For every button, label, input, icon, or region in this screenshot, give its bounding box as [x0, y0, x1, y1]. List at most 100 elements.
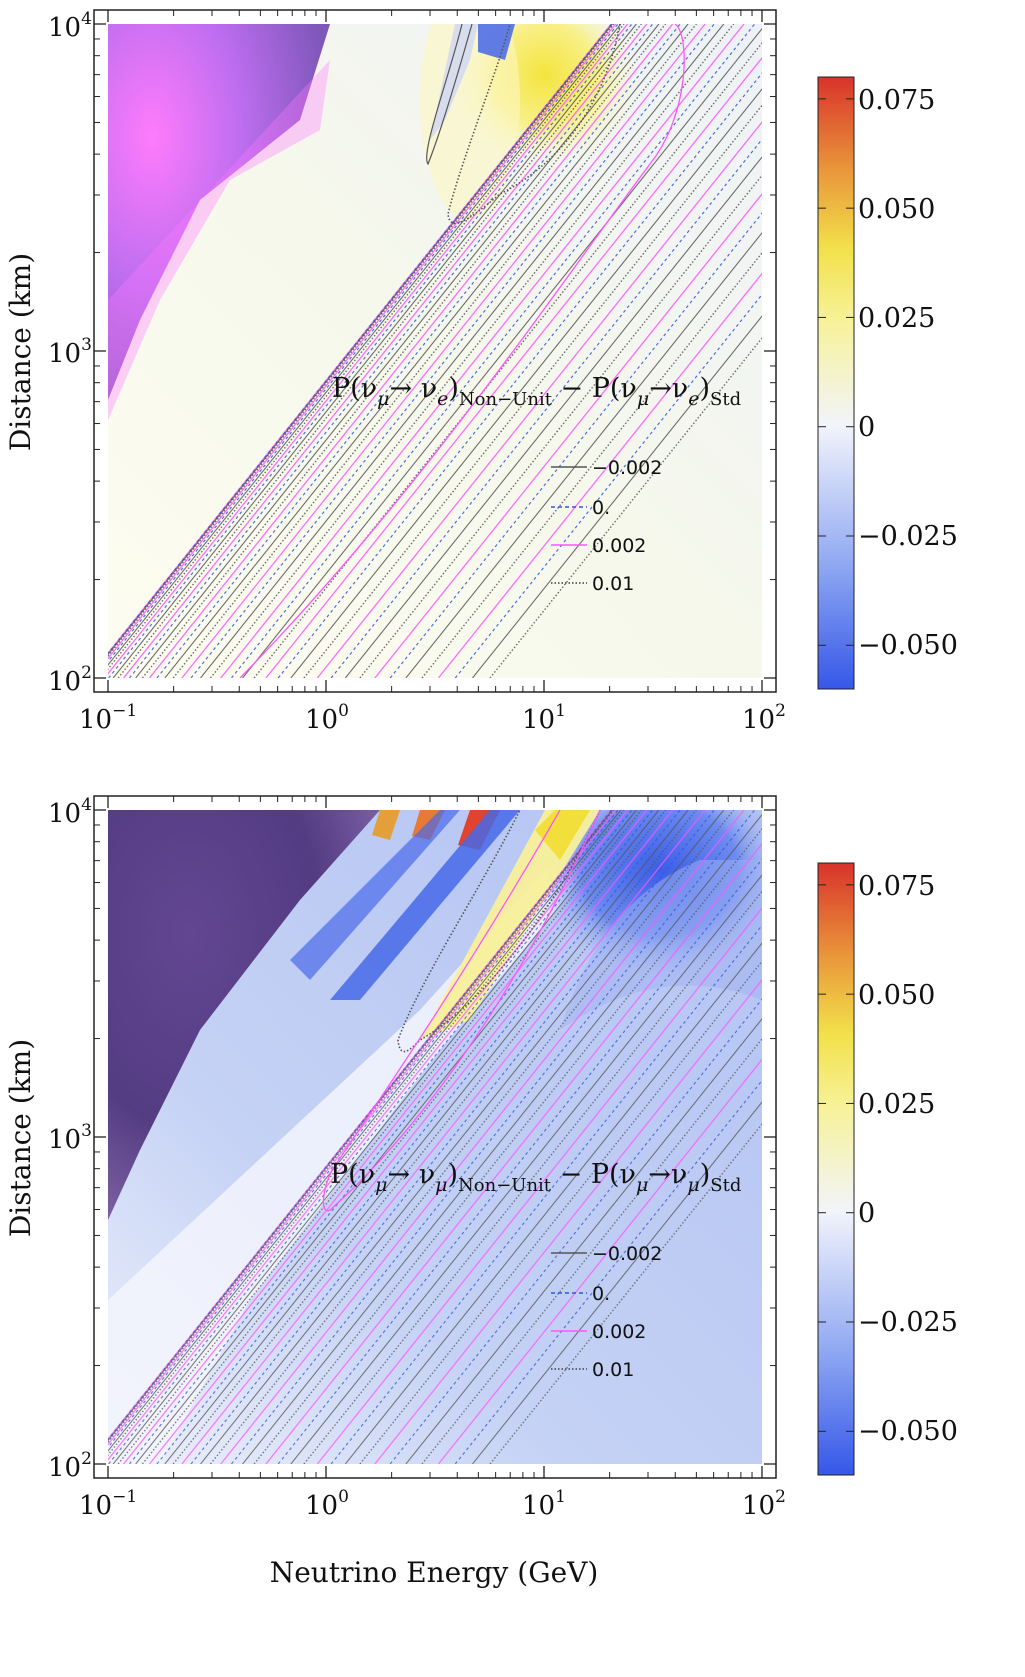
panel-2-ticks [94, 796, 776, 1478]
panel-1-xtick-label-1: 100 [305, 701, 349, 735]
cb-label: −0.050 [858, 1416, 958, 1447]
contour-line-gray [108, 810, 613, 1442]
contour-line-dashed-blue [277, 72, 762, 678]
cb-label: 0.050 [858, 980, 935, 1011]
contour-line-dashed-blue [108, 810, 619, 1449]
contour-line-gray [472, 1101, 762, 1464]
contour-loop-dotted [397, 810, 601, 1053]
contour-line-gray [405, 231, 762, 678]
contour-line-magenta [108, 24, 629, 675]
contour-line-dotted [172, 24, 697, 678]
contour-line-gray [290, 88, 762, 678]
contour-line-dashed-blue [389, 998, 762, 1464]
contour-line-magenta [123, 810, 648, 1464]
contour-line-dotted [209, 24, 735, 678]
panel-1-xtick-label-0.1: 10−1 [79, 701, 137, 735]
contour-line-dotted [108, 24, 625, 671]
contour-line-dashed-blue [190, 810, 715, 1464]
panel-2-xtick-label-100: 102 [742, 1487, 786, 1521]
legend-label: 0.002 [592, 1321, 646, 1343]
contour-line-dotted [303, 890, 762, 1464]
contour-line-gray [135, 810, 660, 1464]
cb-label: −0.025 [858, 1307, 958, 1338]
panel-2-formula: P(νμ→ νμ)Non−Unit − P(νμ→νμ)Std [330, 1159, 741, 1196]
panel-1-contours [108, 24, 762, 678]
contour-line-dotted [172, 810, 697, 1464]
contour-line-gray [112, 24, 637, 678]
panel-2-xtick-label-1: 100 [305, 1487, 349, 1521]
panel-1-ylabel: Distance (km) [4, 253, 37, 451]
contour-line-dotted [141, 24, 667, 678]
contour-line-gray [135, 24, 660, 678]
contour-line-gray [164, 810, 689, 1464]
contour-line-gray [344, 942, 762, 1464]
legend-label: 0.002 [592, 535, 646, 557]
contour-line-dashed-blue [108, 24, 619, 663]
panel-1-colorbar-ticks [818, 98, 854, 646]
contour-line-magenta [374, 979, 762, 1464]
contour-line-gray [108, 24, 622, 666]
contour-line-gray [108, 810, 622, 1452]
contour-line-magenta [123, 24, 648, 678]
contour-line-magenta [265, 56, 762, 678]
contour-line-dotted [117, 24, 642, 678]
contour-line-magenta [108, 810, 629, 1461]
panel-1-ytick-label-100: 102 [48, 663, 92, 697]
legend-label: 0. [592, 497, 610, 519]
panel-1-ticks [94, 10, 776, 692]
panel-2-ytick-label-10000: 104 [48, 795, 92, 829]
panel-1: 104 103 102 10−1 100 101 102 Distance (k… [4, 9, 958, 735]
panel-2-xlabel: Neutrino Energy (GeV) [270, 1556, 599, 1589]
contour-line-magenta [181, 810, 706, 1464]
contour-line-dashed-blue [231, 24, 756, 678]
contour-line-magenta [316, 907, 762, 1464]
contour-line-dotted [108, 24, 615, 658]
contour-line-gray [242, 813, 762, 1464]
contour-line-magenta [108, 24, 617, 660]
contour-line-magenta [148, 24, 674, 678]
contour-line-dashed-blue [277, 858, 762, 1464]
panel-1-ytick-label-10000: 104 [48, 9, 92, 43]
panel-2: 104 103 102 10−1 100 101 102 Distance (k… [4, 795, 958, 1589]
contour-line-dashed-blue [108, 24, 612, 655]
legend-label: −0.002 [592, 1243, 662, 1265]
cb-label: 0.025 [858, 303, 935, 334]
panel-1-ytick-label-1000: 103 [48, 335, 92, 369]
contour-line-dotted [108, 810, 625, 1457]
cb-label: −0.050 [858, 630, 958, 661]
contour-line-dashed-blue [156, 810, 681, 1464]
contour-line-gray [472, 315, 762, 678]
contour-line-gray [242, 27, 762, 678]
contour-line-gray [344, 156, 762, 678]
contour-line-dashed-blue [128, 810, 654, 1464]
panel-2-ytick-label-1000: 103 [48, 1121, 92, 1155]
contour-line-magenta [437, 1058, 762, 1464]
contour-line-magenta [181, 24, 706, 678]
contour-line-dashed-blue [231, 810, 756, 1464]
panel-2-xtick-label-0.1: 10−1 [79, 1487, 137, 1521]
contour-line-dashed-blue [389, 212, 762, 678]
contour-line-magenta [148, 810, 674, 1464]
contour-line-dashed-blue [190, 24, 715, 678]
panel-2-colorbar [817, 862, 855, 1476]
contour-line-dashed-blue [108, 810, 633, 1464]
contour-line-dotted [209, 810, 735, 1464]
panel-1-field [108, 24, 762, 678]
contour-line-gray [112, 810, 637, 1464]
contour-line-gray [200, 24, 725, 678]
contour-line-magenta [374, 193, 762, 678]
legend-label: −0.002 [592, 457, 662, 479]
cb-label: 0 [858, 1198, 875, 1229]
contour-line-magenta [316, 121, 762, 678]
contour-line-dotted [253, 827, 762, 1464]
cb-label: 0 [858, 412, 875, 443]
contour-line-gray [405, 1017, 762, 1464]
contour-line-gray [164, 24, 689, 678]
panel-2-ytick-label-100: 102 [48, 1449, 92, 1483]
cb-label: 0.075 [858, 871, 935, 902]
contour-loop-magenta [322, 810, 601, 1212]
contour-line-magenta [265, 842, 762, 1464]
contour-line-dotted [303, 104, 762, 678]
legend-label: 0.01 [592, 573, 634, 595]
